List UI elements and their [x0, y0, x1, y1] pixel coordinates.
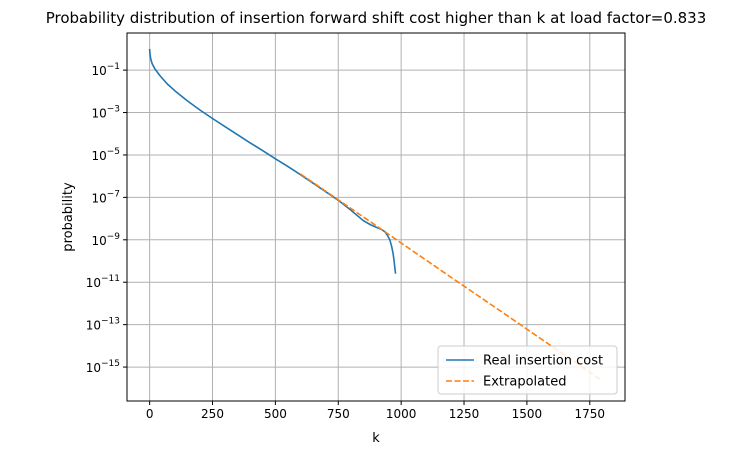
x-tick-label: 1250	[449, 407, 480, 421]
chart-title: Probability distribution of insertion fo…	[46, 9, 707, 27]
legend: Real insertion cost Extrapolated	[437, 345, 618, 395]
y-axis-label: probability	[61, 182, 76, 252]
y-tick-base: 10	[86, 319, 101, 333]
y-tick-label: 10−3	[91, 105, 120, 121]
y-tick-label: 10−11	[86, 274, 120, 290]
y-tick-base: 10	[91, 64, 106, 78]
y-tick-base: 10	[86, 361, 101, 375]
y-tick-exponent: −7	[107, 189, 120, 199]
series-layer	[148, 48, 603, 382]
legend-box	[437, 345, 618, 395]
series-line-extrapolated	[300, 173, 603, 382]
y-tick-label: 10−1	[91, 62, 120, 78]
y-tick-exponent: −9	[107, 232, 121, 242]
y-tick-base: 10	[91, 149, 106, 163]
x-tick-label: 1750	[575, 407, 606, 421]
y-tick-label: 10−7	[91, 189, 120, 205]
y-tick-exponent: −13	[101, 317, 120, 327]
x-tick-label: 0	[146, 407, 154, 421]
y-tick-exponent: −15	[101, 359, 120, 369]
x-axis-label: k	[372, 431, 380, 446]
y-tick-base: 10	[91, 191, 106, 205]
y-tick-base: 10	[91, 234, 106, 248]
x-tick-label: 500	[264, 407, 287, 421]
axis-ticks: 0 250 500 750 1000 1250 1500 175010−110−310−510…	[86, 62, 605, 421]
y-tick-exponent: −3	[107, 105, 120, 115]
series-line-real-insertion-cost	[148, 48, 397, 274]
y-tick-exponent: −1	[107, 62, 120, 72]
x-tick-label: 1500	[512, 407, 543, 421]
y-tick-label: 10−5	[91, 147, 120, 163]
x-tick-label: 750	[327, 407, 350, 421]
y-tick-label: 10−9	[91, 232, 120, 248]
x-tick-label: 1000	[386, 407, 417, 421]
legend-label: Real insertion cost	[483, 354, 603, 369]
y-tick-base: 10	[86, 276, 101, 290]
y-tick-exponent: −5	[107, 147, 120, 157]
y-tick-label: 10−13	[86, 317, 120, 333]
grid-lines	[127, 33, 625, 401]
x-tick-label: 250	[201, 407, 224, 421]
y-tick-exponent: −11	[101, 274, 120, 284]
legend-label: Extrapolated	[483, 375, 566, 390]
y-tick-base: 10	[91, 107, 106, 121]
y-tick-label: 10−15	[86, 359, 120, 375]
plot-frame	[126, 32, 626, 402]
